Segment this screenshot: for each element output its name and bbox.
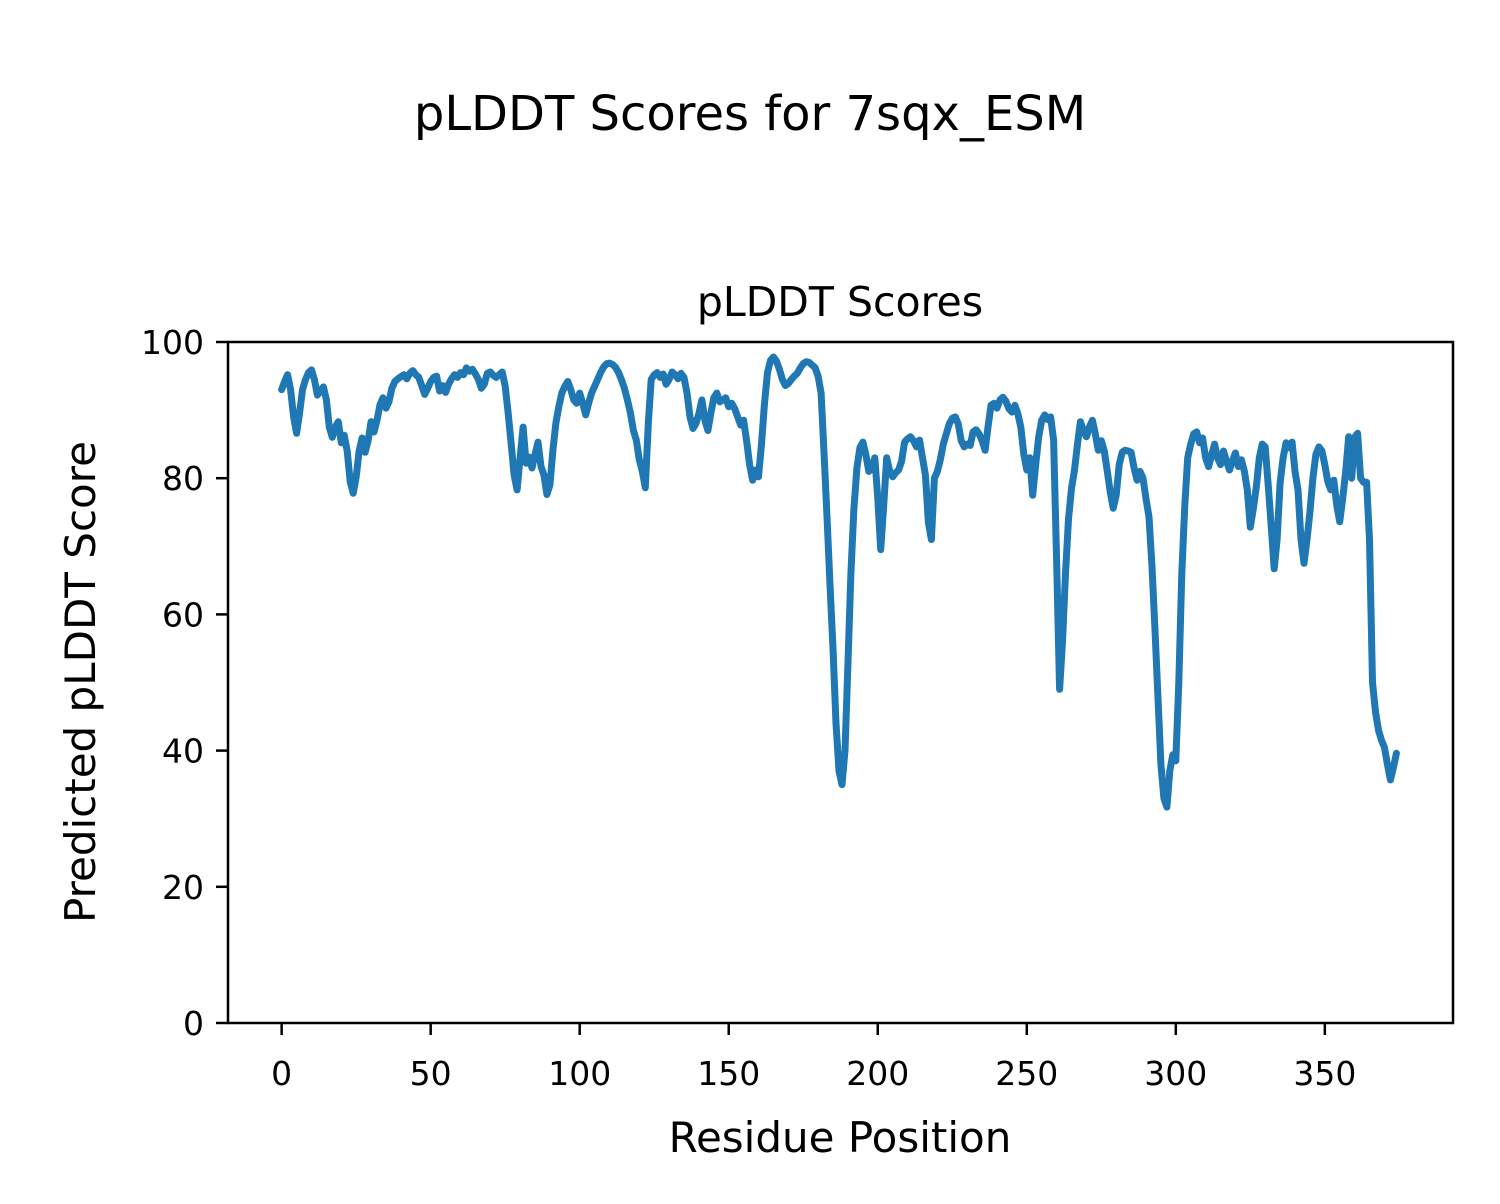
tick-label: 200 [846, 1054, 909, 1093]
x-axis-ticks: 0 50 100 150 200 250 300 350 [271, 1023, 1356, 1093]
tick-label: 60 [162, 595, 204, 634]
tick-label: 100 [141, 323, 204, 362]
tick-label: 250 [995, 1054, 1058, 1093]
tick-label: 20 [162, 868, 204, 907]
tick-label: 150 [697, 1054, 760, 1093]
tick-label: 300 [1144, 1054, 1207, 1093]
y-axis-ticks: 0 20 40 60 80 100 [141, 323, 228, 1043]
tick-label: 0 [271, 1054, 292, 1093]
plddt-series-line [278, 353, 1400, 811]
tick-label: 100 [548, 1054, 611, 1093]
figure-title: pLDDT Scores for 7sqx_ESM [414, 86, 1086, 142]
tick-label: 50 [410, 1054, 452, 1093]
tick-label: 0 [183, 1004, 204, 1043]
tick-label: 80 [162, 459, 204, 498]
plot-area-spines [226, 340, 1455, 1025]
tick-label: 40 [162, 732, 204, 771]
tick-label: 350 [1293, 1054, 1356, 1093]
y-axis-label: Predicted pLDDT Score [56, 441, 105, 923]
x-axis-label: Residue Position [669, 1113, 1012, 1162]
axes-title: pLDDT Scores [697, 278, 983, 326]
